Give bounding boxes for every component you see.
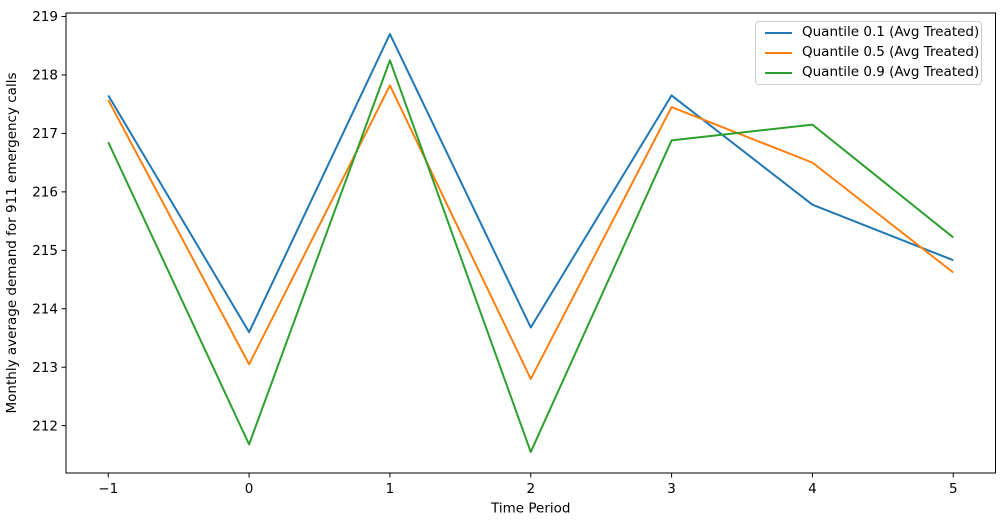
series-line-1 [107, 84, 954, 380]
x-tick-label: 4 [808, 481, 817, 497]
legend: Quantile 0.1 (Avg Treated) Quantile 0.5 … [755, 21, 982, 85]
series-line-2 [107, 59, 954, 453]
x-tick-label: 0 [245, 481, 254, 497]
legend-line-sample-quantile-0-5 [765, 52, 792, 54]
legend-item-quantile-0-9: Quantile 0.9 (Avg Treated) [765, 64, 981, 82]
y-tick-label: 218 [32, 68, 58, 84]
x-tick-label: 2 [526, 481, 535, 497]
x-tick-label: 1 [386, 481, 395, 497]
y-tick-label: 219 [32, 9, 58, 25]
y-tick-label: 215 [32, 243, 58, 259]
legend-line-sample-quantile-0-9 [765, 72, 792, 74]
x-axis-label: Time Period [490, 501, 570, 517]
x-tick-label: 5 [949, 481, 958, 497]
x-tick-label: −1 [98, 481, 118, 497]
y-tick-label: 212 [32, 418, 58, 434]
x-tick-label: 3 [667, 481, 676, 497]
y-axis-label: Monthly average demand for 911 emergency… [4, 73, 20, 414]
legend-label: Quantile 0.9 (Avg Treated) [802, 64, 980, 81]
legend-item-quantile-0-1: Quantile 0.1 (Avg Treated) [765, 24, 981, 42]
y-tick-label: 216 [32, 185, 58, 201]
legend-label: Quantile 0.1 (Avg Treated) [802, 24, 980, 41]
legend-label: Quantile 0.5 (Avg Treated) [802, 44, 980, 61]
series-line-0 [107, 33, 954, 334]
y-tick-label: 213 [32, 360, 58, 376]
legend-item-quantile-0-5: Quantile 0.5 (Avg Treated) [765, 44, 981, 62]
y-tick-label: 217 [32, 126, 58, 142]
y-tick-label: 214 [32, 301, 58, 317]
legend-line-sample-quantile-0-1 [765, 32, 792, 34]
